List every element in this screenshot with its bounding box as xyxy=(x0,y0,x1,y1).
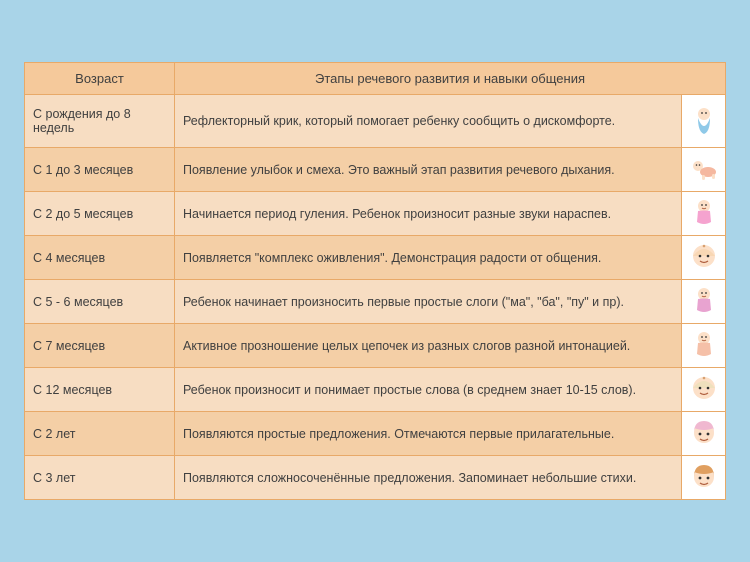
cell-age: С 7 месяцев xyxy=(25,324,175,368)
speech-development-table: Возраст Этапы речевого развития и навыки… xyxy=(24,62,726,500)
cell-age: С 1 до 3 месяцев xyxy=(25,148,175,192)
baby-crawl-icon xyxy=(688,152,720,184)
cell-icon xyxy=(682,280,726,324)
cell-age: С 4 месяцев xyxy=(25,236,175,280)
table-row: С 3 летПоявляются сложносоченённые предл… xyxy=(25,456,726,500)
baby-sit-icon xyxy=(688,284,720,316)
baby-sit-icon xyxy=(688,328,720,360)
table-row: С 12 месяцевРебенок произносит и понимае… xyxy=(25,368,726,412)
cell-icon xyxy=(682,192,726,236)
cell-icon xyxy=(682,95,726,148)
baby-sit-icon xyxy=(688,196,720,228)
table-row: С 5 - 6 месяцевРебенок начинает произнос… xyxy=(25,280,726,324)
header-age: Возраст xyxy=(25,63,175,95)
cell-desc: Появляется "комплекс оживления". Демонст… xyxy=(175,236,682,280)
cell-icon xyxy=(682,412,726,456)
table-row: С рождения до 8 недельРефлекторный крик,… xyxy=(25,95,726,148)
cell-desc: Начинается период гуления. Ребенок произ… xyxy=(175,192,682,236)
cell-icon xyxy=(682,236,726,280)
baby-face-icon xyxy=(688,372,720,404)
cell-desc: Появляются простые предложения. Отмечают… xyxy=(175,412,682,456)
cell-age: С 2 до 5 месяцев xyxy=(25,192,175,236)
cell-desc: Ребенок произносит и понимает простые сл… xyxy=(175,368,682,412)
table-row: С 1 до 3 месяцевПоявление улыбок и смеха… xyxy=(25,148,726,192)
cell-desc: Активное прозношение целых цепочек из ра… xyxy=(175,324,682,368)
cell-icon xyxy=(682,456,726,500)
cell-desc: Появление улыбок и смеха. Это важный эта… xyxy=(175,148,682,192)
child-face-icon xyxy=(688,416,720,448)
cell-age: С 2 лет xyxy=(25,412,175,456)
cell-age: С 5 - 6 месяцев xyxy=(25,280,175,324)
table-header-row: Возраст Этапы речевого развития и навыки… xyxy=(25,63,726,95)
cell-age: С 3 лет xyxy=(25,456,175,500)
table-row: С 7 месяцевАктивное прозношение целых це… xyxy=(25,324,726,368)
table-row: С 2 летПоявляются простые предложения. О… xyxy=(25,412,726,456)
baby-face-icon xyxy=(688,240,720,272)
table-row: С 4 месяцевПоявляется "комплекс оживлени… xyxy=(25,236,726,280)
cell-icon xyxy=(682,148,726,192)
child-face-icon xyxy=(688,460,720,492)
table-row: С 2 до 5 месяцевНачинается период гулени… xyxy=(25,192,726,236)
cell-age: С рождения до 8 недель xyxy=(25,95,175,148)
cell-age: С 12 месяцев xyxy=(25,368,175,412)
cell-desc: Рефлекторный крик, который помогает ребе… xyxy=(175,95,682,148)
header-desc: Этапы речевого развития и навыки общения xyxy=(175,63,726,95)
cell-desc: Появляются сложносоченённые предложения.… xyxy=(175,456,682,500)
cell-desc: Ребенок начинает произносить первые прос… xyxy=(175,280,682,324)
cell-icon xyxy=(682,368,726,412)
cell-icon xyxy=(682,324,726,368)
baby-swaddle-icon xyxy=(688,104,720,136)
